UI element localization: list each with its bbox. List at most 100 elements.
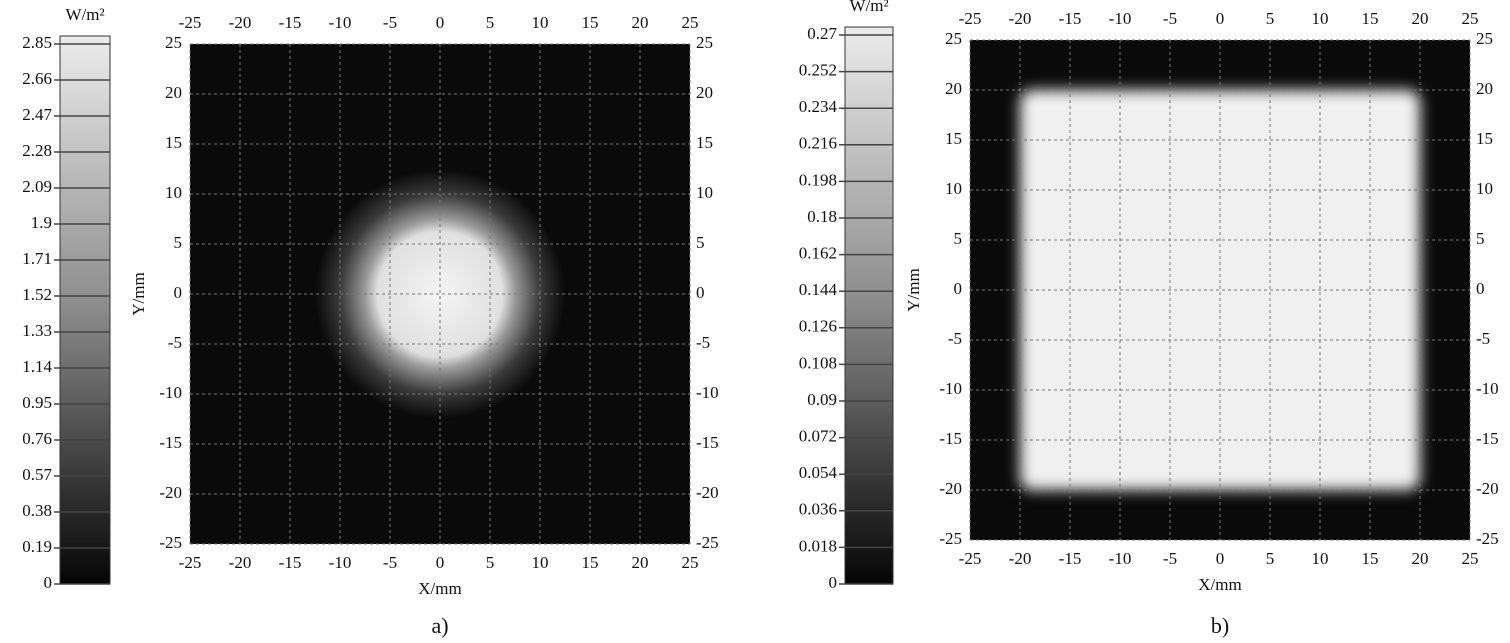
x-tick-label: 15 — [582, 553, 599, 572]
colorbar-tick-label: 0.126 — [799, 317, 837, 336]
y-tick-label: -20 — [939, 479, 962, 498]
colorbar-tick-label: 0.162 — [799, 244, 837, 263]
x-tick-label-top: 25 — [682, 13, 699, 32]
y-tick-label: -5 — [948, 329, 962, 348]
y-tick-label: 25 — [945, 29, 962, 48]
x-tick-label: 25 — [1462, 549, 1479, 568]
x-tick-label: 5 — [486, 553, 495, 572]
beam-spot — [315, 169, 565, 419]
x-tick-label: -15 — [279, 553, 302, 572]
colorbar-tick-label: 0.234 — [799, 97, 838, 116]
x-tick-label-top: -20 — [229, 13, 252, 32]
x-tick-label-top: -25 — [179, 13, 202, 32]
x-tick-label: 0 — [436, 553, 445, 572]
y-tick-label-right: -10 — [696, 383, 719, 402]
y-tick-label-right: -15 — [696, 433, 719, 452]
colorbar-tick-label: 2.47 — [22, 105, 52, 124]
colorbar-tick-label: 2.85 — [22, 33, 52, 52]
colorbar-tick-label: 2.09 — [22, 177, 52, 196]
x-tick-label: 20 — [632, 553, 649, 572]
colorbar-tick-label: 0.76 — [22, 429, 52, 448]
y-tick-label: 10 — [165, 183, 182, 202]
colorbar-tick-label: 0.27 — [807, 24, 837, 43]
x-tick-label: -10 — [329, 553, 352, 572]
x-tick-label-top: 15 — [1362, 9, 1379, 28]
y-tick-label-right: -20 — [1476, 479, 1499, 498]
colorbar-tick-label: 2.28 — [22, 141, 52, 160]
colorbar — [59, 35, 111, 585]
x-tick-label: -5 — [1163, 549, 1177, 568]
y-axis-label: Y/mm — [904, 268, 923, 311]
x-tick-label-top: 10 — [1312, 9, 1329, 28]
y-tick-label: 5 — [954, 229, 963, 248]
y-tick-label: 10 — [945, 179, 962, 198]
x-tick-label: 0 — [1216, 549, 1225, 568]
y-tick-label: 20 — [165, 83, 182, 102]
colorbar-tick-label: 0.108 — [799, 353, 837, 372]
y-tick-label: 20 — [945, 79, 962, 98]
y-tick-label: -25 — [939, 529, 962, 548]
x-tick-label: 15 — [1362, 549, 1379, 568]
x-tick-label-top: 25 — [1462, 9, 1479, 28]
colorbar-tick-label: 0.144 — [799, 280, 838, 299]
y-tick-label: 15 — [945, 129, 962, 148]
y-tick-label: -15 — [159, 433, 182, 452]
y-tick-label: -25 — [159, 533, 182, 552]
y-tick-label-right: 5 — [1476, 229, 1485, 248]
x-tick-label-top: 20 — [1412, 9, 1429, 28]
x-tick-label-top: 0 — [1216, 9, 1225, 28]
y-tick-label-right: -15 — [1476, 429, 1499, 448]
y-tick-label: -15 — [939, 429, 962, 448]
x-tick-label-top: 10 — [532, 13, 549, 32]
x-tick-label-top: -10 — [1109, 9, 1132, 28]
colorbar — [844, 26, 894, 585]
y-axis-label: Y/mm — [129, 272, 148, 315]
y-tick-label-right: -10 — [1476, 379, 1499, 398]
colorbar-tick-label: 0 — [829, 573, 838, 592]
x-tick-label: 20 — [1412, 549, 1429, 568]
colorbar-tick-label: 1.33 — [22, 321, 52, 340]
x-tick-label: -25 — [959, 549, 982, 568]
colorbar-tick-label: 2.66 — [22, 69, 52, 88]
colorbar-tick-label: 0.57 — [22, 465, 52, 484]
y-tick-label: -20 — [159, 483, 182, 502]
panel-label: b) — [1211, 613, 1229, 638]
x-tick-label: 5 — [1266, 549, 1275, 568]
x-tick-label-top: -25 — [959, 9, 982, 28]
x-tick-label-top: -5 — [383, 13, 397, 32]
x-tick-label: 10 — [532, 553, 549, 572]
y-tick-label-right: 10 — [696, 183, 713, 202]
x-tick-label-top: 15 — [582, 13, 599, 32]
y-tick-label-right: -25 — [1476, 529, 1499, 548]
x-tick-label-top: 5 — [1266, 9, 1275, 28]
colorbar-tick-label: 0.198 — [799, 170, 837, 189]
x-tick-label: -5 — [383, 553, 397, 572]
x-tick-label-top: -5 — [1163, 9, 1177, 28]
x-tick-label-top: -20 — [1009, 9, 1032, 28]
colorbar-tick-label: 0.216 — [799, 134, 837, 153]
y-tick-label: 25 — [165, 33, 182, 52]
colorbar-tick-label: 0.09 — [807, 390, 837, 409]
colorbar-tick-label: 0.38 — [22, 501, 52, 520]
colorbar-tick-label: 1.71 — [22, 249, 52, 268]
x-tick-label-top: 5 — [486, 13, 495, 32]
colorbar-tick-label: 0.018 — [799, 536, 837, 555]
y-tick-label-right: 25 — [1476, 29, 1493, 48]
x-tick-label-top: 20 — [632, 13, 649, 32]
x-tick-label: 25 — [682, 553, 699, 572]
y-tick-label: -5 — [168, 333, 182, 352]
colorbar-label: W/m² — [65, 5, 104, 24]
colorbar-tick-label: 0.18 — [807, 207, 837, 226]
colorbar-tick-label: 0 — [44, 573, 53, 592]
y-tick-label: 0 — [954, 279, 963, 298]
colorbar-tick-label: 1.14 — [22, 357, 52, 376]
y-tick-label-right: -5 — [696, 333, 710, 352]
y-tick-label-right: 25 — [696, 33, 713, 52]
colorbar-tick-label: 1.52 — [22, 285, 52, 304]
y-tick-label-right: 20 — [1476, 79, 1493, 98]
y-tick-label: 5 — [174, 233, 183, 252]
colorbar-tick-label: 1.9 — [31, 213, 52, 232]
colorbar-label: W/m² — [849, 0, 888, 15]
y-tick-label-right: 5 — [696, 233, 705, 252]
